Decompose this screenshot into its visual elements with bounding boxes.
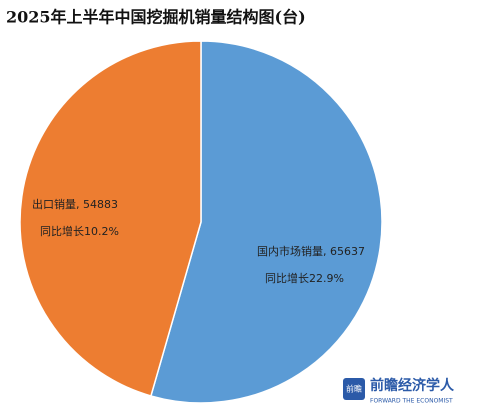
pie-slice: [19, 40, 202, 397]
annotation: 同比增长10.2%: [40, 224, 119, 238]
annotation: 同比增长22.9%: [265, 271, 344, 285]
data-label: 出口销量, 54883: [32, 197, 118, 211]
logo-text: 前瞻: [346, 384, 362, 394]
watermark: 前瞻 前瞻经济学人 FORWARD THE ECONOMIST: [343, 377, 455, 405]
data-label: 国内市场销量, 65637: [257, 244, 365, 258]
brand: 前瞻经济学人: [370, 377, 455, 394]
logo-box: [343, 378, 365, 400]
tagline: FORWARD THE ECONOMIST: [370, 398, 453, 405]
pie-slice: [149, 40, 383, 404]
pie: [19, 40, 383, 404]
chart-title: 2025年上半年中国挖掘机销量结构图(台): [6, 8, 306, 27]
